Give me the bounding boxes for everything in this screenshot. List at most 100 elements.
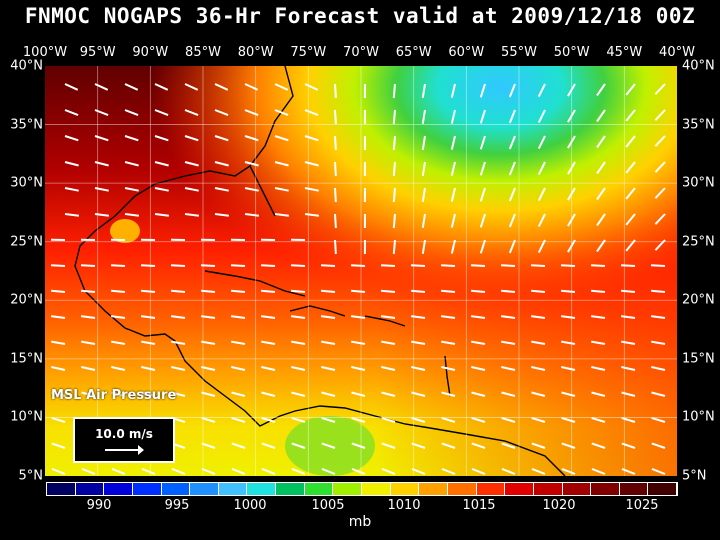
- wind-arrow-icon: [351, 289, 366, 293]
- wind-arrow-icon: [244, 109, 259, 117]
- wind-arrow-icon: [591, 467, 606, 475]
- wind-arrow-icon: [567, 213, 576, 227]
- wind-arrow-icon: [479, 109, 486, 124]
- wind-arrow-icon: [291, 467, 306, 475]
- longitude-label: 55°W: [501, 45, 537, 60]
- wind-arrow-icon: [64, 83, 79, 91]
- wind-arrow-icon: [411, 391, 426, 397]
- wind-arrow-icon: [214, 213, 230, 217]
- wind-arrow-icon: [596, 187, 606, 201]
- wind-arrow-icon: [321, 366, 336, 371]
- colorbar-segment: [132, 483, 162, 495]
- wind-arrow-icon: [450, 135, 456, 150]
- wind-arrow-icon: [508, 109, 516, 124]
- wind-arrow-icon: [537, 239, 546, 254]
- wind-arrow-icon: [621, 289, 636, 293]
- wind-arrow-icon: [154, 83, 169, 91]
- longitude-label: 90°W: [132, 45, 169, 60]
- wind-arrow-icon: [351, 467, 366, 475]
- wind-arrow-icon: [531, 289, 546, 293]
- wind-arrow-icon: [590, 264, 606, 267]
- wind-arrow-icon: [479, 239, 486, 254]
- wind-arrow-icon: [141, 289, 156, 293]
- wind-arrow-icon: [154, 187, 169, 192]
- wind-arrow-icon: [440, 315, 456, 319]
- wind-arrow-icon: [51, 442, 66, 449]
- wind-arrow-icon: [621, 366, 636, 371]
- wind-arrow-icon: [471, 340, 486, 345]
- wind-arrow-icon: [625, 213, 636, 226]
- wind-arrow-icon: [651, 366, 666, 371]
- wind-arrow-icon: [410, 264, 426, 267]
- wind-arrow-icon: [567, 187, 576, 201]
- latitude-label-left: 40°N: [10, 58, 43, 74]
- wind-arrow-icon: [244, 161, 259, 167]
- wind-arrow-icon: [392, 213, 396, 229]
- wind-arrow-icon: [321, 416, 336, 423]
- wind-arrow-icon: [261, 340, 276, 345]
- wind-arrow-icon: [471, 289, 486, 293]
- wind-arrow-icon: [304, 135, 319, 142]
- latitude-label-left: 30°N: [10, 175, 43, 191]
- latitude-label-right: 35°N: [682, 117, 715, 133]
- latitude-label-left: 20°N: [10, 292, 43, 308]
- wind-arrow-icon: [479, 187, 486, 202]
- wind-arrow-icon: [441, 467, 456, 475]
- wind-arrow-icon: [501, 340, 516, 345]
- wind-arrow-icon: [184, 109, 199, 117]
- colorbar-segment: [276, 483, 305, 495]
- wind-arrow-icon: [350, 315, 366, 319]
- wind-arrow-icon: [170, 315, 186, 319]
- colorbar-segment: [190, 483, 219, 495]
- wind-arrow-icon: [450, 239, 456, 254]
- latitude-label-right: 40°N: [682, 58, 715, 74]
- colorbar-segment: [591, 483, 620, 495]
- wind-arrow-icon: [591, 289, 606, 293]
- wind-arrow-icon: [440, 264, 456, 267]
- wind-arrow-icon: [471, 416, 486, 423]
- wind-arrow-icon: [508, 239, 516, 254]
- wind-arrow-icon: [441, 391, 456, 397]
- wind-arrow-icon: [621, 391, 636, 397]
- wind-arrow-icon: [501, 289, 516, 293]
- wind-arrow-icon: [110, 315, 126, 319]
- wind-arrow-icon: [392, 135, 396, 151]
- wind-arrow-icon: [411, 416, 426, 423]
- wind-arrow-icon: [184, 83, 199, 91]
- colorbar-tick-label: 1010: [387, 498, 421, 513]
- wind-arrow-icon: [334, 135, 337, 151]
- longitude-label: 65°W: [395, 45, 432, 60]
- wind-arrow-icon: [231, 289, 246, 293]
- wind-arrow-icon: [411, 366, 426, 371]
- colorbar-segment: [104, 483, 133, 495]
- wind-arrow-icon: [291, 391, 306, 397]
- wind-arrow-icon: [621, 416, 636, 423]
- wind-arrow-icon: [231, 391, 246, 397]
- wind-arrow-icon: [334, 109, 337, 125]
- wind-arrow-icon: [201, 442, 216, 449]
- wind-arrow-icon: [351, 391, 366, 397]
- wind-arrow-icon: [334, 161, 337, 177]
- latitude-label-right: 30°N: [682, 175, 715, 191]
- wind-arrow-icon: [471, 467, 486, 475]
- wind-arrow-icon: [500, 315, 516, 319]
- longitude-label: 70°W: [343, 45, 379, 60]
- wind-arrow-icon: [244, 135, 259, 142]
- wind-arrow-icon: [620, 315, 636, 319]
- colorbar-segment: [47, 483, 76, 495]
- field-label: MSL Air Pressure: [51, 388, 177, 403]
- wind-arrow-icon: [274, 83, 289, 91]
- wind-arrow-icon: [530, 315, 546, 319]
- wind-arrow-icon: [320, 264, 336, 267]
- wind-arrow-icon: [140, 264, 156, 267]
- wind-arrow-icon: [450, 187, 456, 202]
- wind-arrow-icon: [537, 83, 546, 98]
- wind-arrow-icon: [621, 467, 636, 475]
- wind-arrow-icon: [351, 442, 366, 449]
- wind-arrow-icon: [154, 109, 169, 117]
- wind-arrow-icon: [441, 340, 456, 345]
- longitude-label: 50°W: [553, 45, 590, 60]
- wind-arrow-icon: [231, 340, 246, 345]
- wind-arrow-icon: [410, 315, 426, 319]
- wind-arrow-icon: [450, 83, 456, 98]
